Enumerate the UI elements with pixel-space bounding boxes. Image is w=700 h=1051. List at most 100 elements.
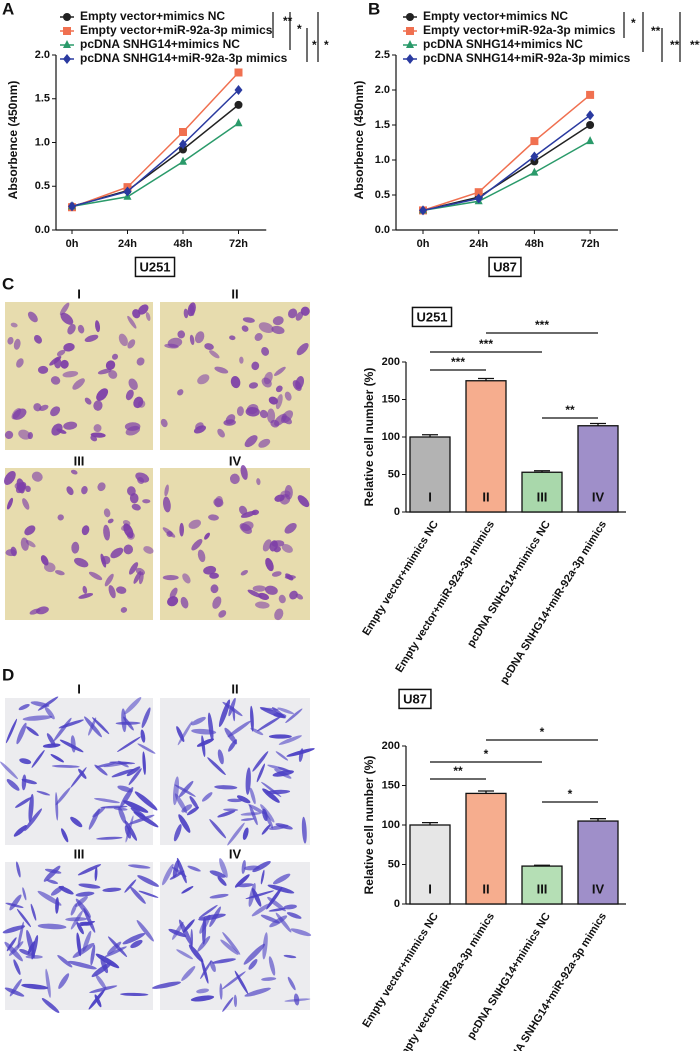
sig-label: * — [568, 787, 573, 801]
cell — [255, 601, 270, 609]
legend-label: pcDNA SNHG14+miR-92a-3p mimics — [423, 51, 631, 65]
cell — [203, 565, 217, 575]
x-tick-label: 0h — [66, 238, 79, 250]
y-tick-label: 100 — [382, 431, 400, 443]
cell — [27, 431, 33, 440]
y-tick-label: 0.0 — [35, 224, 50, 236]
cell — [13, 959, 21, 975]
cell — [218, 610, 227, 618]
cell — [27, 941, 36, 955]
bar-label: III — [537, 489, 548, 504]
cell — [177, 389, 184, 396]
cell — [141, 707, 151, 728]
cell — [278, 735, 302, 745]
y-tick-label: 2.5 — [375, 49, 390, 61]
cell — [297, 495, 310, 508]
cell — [177, 330, 186, 339]
cell — [223, 808, 239, 812]
cell — [283, 954, 297, 959]
cell — [22, 887, 27, 901]
cell — [262, 539, 272, 552]
point — [179, 145, 187, 154]
cell — [75, 896, 88, 907]
cell — [22, 498, 30, 510]
cell — [240, 511, 256, 518]
cell — [31, 471, 43, 482]
cell — [242, 317, 255, 323]
line — [422, 94, 591, 212]
cell — [250, 705, 254, 732]
cell — [256, 478, 261, 486]
cell — [217, 749, 224, 765]
y-axis-title: Absorbence (450nm) — [6, 81, 20, 200]
x-tick-label: 48h — [525, 238, 544, 250]
cell — [243, 943, 265, 965]
cell — [188, 944, 204, 963]
cell — [24, 808, 43, 832]
cell — [193, 425, 206, 434]
cell — [260, 804, 275, 823]
cell — [272, 316, 284, 326]
line — [71, 89, 240, 208]
chart-title: U251 — [139, 259, 170, 274]
cell — [256, 763, 265, 783]
micrograph — [160, 302, 310, 450]
cell — [214, 366, 229, 374]
point — [530, 137, 539, 146]
cell — [120, 607, 128, 613]
x-tick-label: 24h — [469, 238, 488, 250]
cell — [275, 394, 283, 410]
cell — [242, 827, 249, 840]
point — [474, 193, 483, 204]
cell — [122, 932, 146, 945]
cell — [115, 721, 141, 725]
cell — [218, 699, 231, 728]
cell — [4, 470, 16, 485]
cell — [258, 438, 271, 448]
cell — [56, 349, 66, 357]
cell — [42, 743, 61, 748]
cell — [245, 890, 275, 900]
image-label: IV — [229, 453, 242, 468]
cell — [57, 514, 64, 521]
sig-label: *** — [535, 318, 549, 332]
point — [179, 156, 187, 165]
cell — [176, 726, 185, 743]
legend-label: Empty vector+miR-92a-3p mimics — [80, 23, 273, 37]
cell — [82, 930, 92, 952]
cell — [53, 717, 72, 742]
cell — [142, 499, 151, 504]
point — [179, 128, 187, 136]
cell — [262, 932, 268, 960]
cell — [97, 482, 106, 492]
cell — [138, 890, 159, 898]
cell — [222, 931, 241, 955]
cell — [268, 734, 292, 739]
cell — [97, 368, 112, 375]
cell — [15, 797, 32, 808]
bar — [465, 792, 507, 905]
error-bar — [422, 821, 438, 825]
cell — [214, 496, 223, 508]
cell — [295, 593, 304, 600]
point — [234, 68, 243, 77]
cell — [275, 912, 292, 933]
point — [406, 27, 414, 35]
cell — [6, 778, 20, 791]
cell — [84, 397, 92, 405]
cell — [178, 814, 191, 833]
cell — [92, 806, 106, 818]
cell — [209, 870, 226, 878]
point — [586, 110, 595, 121]
cell — [122, 800, 149, 813]
cell — [187, 302, 196, 317]
cell — [271, 571, 282, 577]
legend-label: pcDNA SNHG14+miR-92a-3p mimics — [80, 51, 288, 65]
cell — [264, 811, 274, 829]
cell — [292, 380, 302, 391]
cell — [127, 486, 136, 496]
cell — [51, 764, 80, 768]
cell — [25, 955, 43, 959]
cell — [84, 334, 99, 343]
